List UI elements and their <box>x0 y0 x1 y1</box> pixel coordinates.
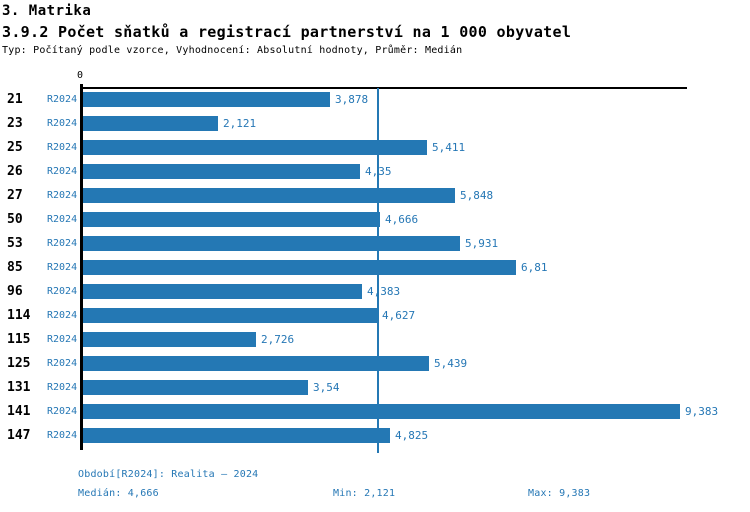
row-series-label: R2024 <box>47 166 78 177</box>
row-series-label: R2024 <box>47 118 78 129</box>
row-category-label: 141 <box>7 404 31 419</box>
period-label: Období[R2024]: Realita – 2024 <box>78 469 259 480</box>
bar <box>83 140 427 155</box>
bar-value-label: 5,848 <box>460 189 494 202</box>
bar <box>83 404 680 419</box>
bar <box>83 188 455 203</box>
row-category-label: 23 <box>7 116 23 131</box>
bar-value-label: 5,931 <box>465 237 499 250</box>
y-axis-line <box>80 84 83 450</box>
stat-median: Medián: 4,666 <box>78 488 159 499</box>
bar-value-label: 9,383 <box>685 405 719 418</box>
row-category-label: 27 <box>7 188 23 203</box>
row-category-label: 125 <box>7 356 31 371</box>
row-category-label: 53 <box>7 236 23 251</box>
row-category-label: 131 <box>7 380 31 395</box>
row-series-label: R2024 <box>47 94 78 105</box>
bar <box>83 116 218 131</box>
chart-subtitle: Typ: Počítaný podle vzorce, Vyhodnocení:… <box>2 45 463 56</box>
section-title: 3. Matrika <box>2 3 92 19</box>
row-series-label: R2024 <box>47 358 78 369</box>
bar <box>83 164 360 179</box>
stat-max: Max: 9,383 <box>528 488 591 499</box>
bar <box>83 428 390 443</box>
row-series-label: R2024 <box>47 262 78 273</box>
row-category-label: 21 <box>7 92 23 107</box>
x-axis-origin-tick-label: 0 <box>76 70 84 81</box>
row-category-label: 26 <box>7 164 23 179</box>
row-category-label: 25 <box>7 140 23 155</box>
bar-value-label: 4,666 <box>385 213 419 226</box>
bar <box>83 284 362 299</box>
bar <box>83 356 429 371</box>
bar-value-label: 4,35 <box>365 165 392 178</box>
bar-value-label: 2,726 <box>261 333 295 346</box>
bar-value-label: 2,121 <box>223 117 257 130</box>
row-category-label: 114 <box>7 308 31 323</box>
row-category-label: 147 <box>7 428 31 443</box>
bar <box>83 380 308 395</box>
row-category-label: 50 <box>7 212 23 227</box>
bar <box>83 332 256 347</box>
bar <box>83 260 516 275</box>
row-series-label: R2024 <box>47 286 78 297</box>
row-series-label: R2024 <box>47 334 78 345</box>
bar-value-label: 3,54 <box>313 381 340 394</box>
bar-value-label: 4,825 <box>395 429 429 442</box>
row-series-label: R2024 <box>47 310 78 321</box>
stat-min: Min: 2,121 <box>333 488 396 499</box>
bar-value-label: 5,439 <box>434 357 468 370</box>
bar-value-label: 6,81 <box>521 261 548 274</box>
x-axis-line <box>80 87 687 89</box>
chart-title: 3.9.2 Počet sňatků a registrací partners… <box>2 23 572 41</box>
row-series-label: R2024 <box>47 142 78 153</box>
bar <box>83 212 380 227</box>
row-series-label: R2024 <box>47 214 78 225</box>
row-series-label: R2024 <box>47 406 78 417</box>
row-category-label: 115 <box>7 332 31 347</box>
row-series-label: R2024 <box>47 190 78 201</box>
bar-value-label: 5,411 <box>432 141 466 154</box>
bar-value-label: 4,627 <box>382 309 416 322</box>
bar <box>83 92 330 107</box>
row-series-label: R2024 <box>47 430 78 441</box>
row-series-label: R2024 <box>47 238 78 249</box>
bar <box>83 308 377 323</box>
bar-value-label: 3,878 <box>335 93 369 106</box>
row-category-label: 96 <box>7 284 23 299</box>
row-category-label: 85 <box>7 260 23 275</box>
bar <box>83 236 460 251</box>
bar-value-label: 4,383 <box>367 285 401 298</box>
row-series-label: R2024 <box>47 382 78 393</box>
